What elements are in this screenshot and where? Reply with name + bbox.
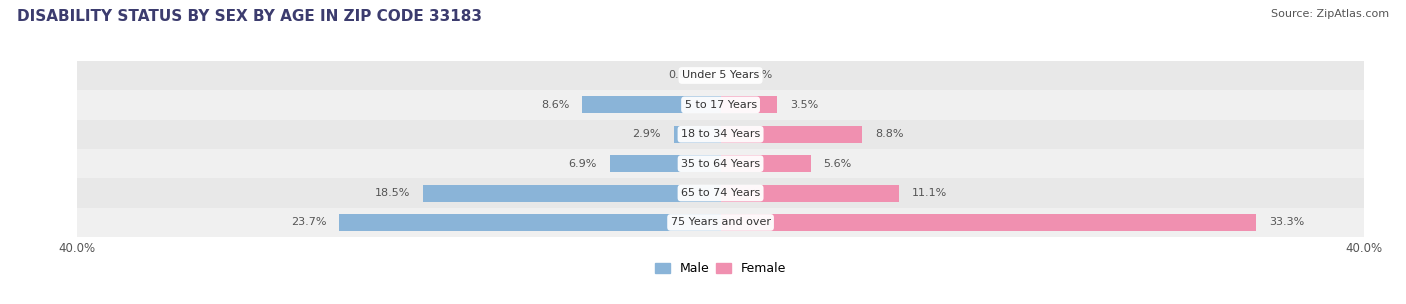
Bar (77, 61, 1364, 90)
Bar (610, 155, 721, 172)
Bar (77, 119, 1364, 149)
Text: 11.1%: 11.1% (912, 188, 948, 198)
Text: 8.8%: 8.8% (875, 129, 904, 139)
Legend: Male, Female: Male, Female (650, 257, 792, 280)
Text: 65 to 74 Years: 65 to 74 Years (681, 188, 761, 198)
Text: 8.6%: 8.6% (541, 100, 569, 110)
Bar (721, 126, 862, 143)
Text: 35 to 64 Years: 35 to 64 Years (681, 159, 761, 169)
Text: 5.6%: 5.6% (824, 159, 852, 169)
Bar (339, 214, 721, 231)
Text: DISABILITY STATUS BY SEX BY AGE IN ZIP CODE 33183: DISABILITY STATUS BY SEX BY AGE IN ZIP C… (17, 9, 482, 24)
Bar (582, 96, 721, 113)
Bar (721, 214, 1256, 231)
Text: Under 5 Years: Under 5 Years (682, 71, 759, 81)
Bar (77, 149, 1364, 178)
Bar (423, 185, 721, 202)
Text: 18.5%: 18.5% (375, 188, 411, 198)
Text: 6.9%: 6.9% (568, 159, 596, 169)
Text: 75 Years and over: 75 Years and over (671, 217, 770, 227)
Bar (721, 155, 811, 172)
Text: 23.7%: 23.7% (291, 217, 326, 227)
Bar (721, 96, 778, 113)
Text: 2.9%: 2.9% (633, 129, 661, 139)
Bar (77, 90, 1364, 119)
Bar (77, 178, 1364, 208)
Bar (721, 185, 898, 202)
Bar (673, 126, 721, 143)
Text: 3.5%: 3.5% (790, 100, 818, 110)
Bar (77, 208, 1364, 237)
Text: 33.3%: 33.3% (1270, 217, 1305, 227)
Text: 0.0%: 0.0% (745, 71, 773, 81)
Text: 18 to 34 Years: 18 to 34 Years (681, 129, 761, 139)
Text: Source: ZipAtlas.com: Source: ZipAtlas.com (1271, 9, 1389, 19)
Text: 0.0%: 0.0% (668, 71, 696, 81)
Text: 5 to 17 Years: 5 to 17 Years (685, 100, 756, 110)
